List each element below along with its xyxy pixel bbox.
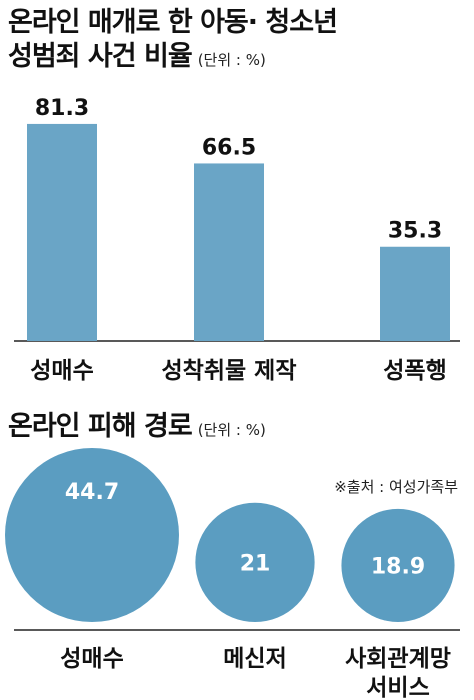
bar-chart-unit: (단위 : %) bbox=[197, 51, 266, 69]
bubble-value-label-2: 21 bbox=[240, 551, 271, 576]
bubble-category-label-2-1: 메신저 bbox=[223, 646, 286, 672]
bubble-chart-title-text: 온라인 피해 경로 bbox=[8, 411, 193, 442]
source-note: ※출처 : 여성가족부 bbox=[334, 478, 458, 496]
bar-value-label-2: 66.5 bbox=[202, 135, 256, 160]
bubble-value-label-1: 44.7 bbox=[65, 480, 119, 505]
bar-category-label-1: 성매수 bbox=[30, 358, 93, 384]
bar-2 bbox=[194, 163, 264, 341]
bubble-category-label-1-1: 성매수 bbox=[60, 646, 123, 672]
bar-chart-title: 온라인 매개로 한 아동· 청소년 성범죄 사건 비율 (단위 : %) bbox=[8, 6, 338, 77]
bar-category-label-2: 성착취물 제작 bbox=[162, 358, 297, 384]
bubble-3 bbox=[341, 508, 455, 622]
bubble-chart-unit: (단위 : %) bbox=[197, 421, 266, 439]
bar-category-label-3: 성폭행 bbox=[383, 358, 446, 384]
bar-chart: 81.3 성매수 66.5 성착취물 제작 35.3 성폭행 bbox=[14, 96, 460, 384]
bubble-value-label-3: 18.9 bbox=[371, 554, 425, 579]
bubble-2 bbox=[195, 502, 315, 622]
bubble-1 bbox=[5, 448, 179, 622]
bar-1 bbox=[27, 123, 97, 341]
bar-value-label-1: 81.3 bbox=[35, 96, 89, 121]
bar-value-label-3: 35.3 bbox=[388, 219, 442, 244]
bubble-category-label-3-1: 사회관계망 bbox=[345, 646, 451, 672]
bubble-chart-title: 온라인 피해 경로 (단위 : %) bbox=[8, 410, 266, 447]
bubble-category-label-3-2: 서비스 bbox=[366, 675, 429, 700]
bar-3 bbox=[380, 246, 450, 341]
bar-chart-title-line-2: 성범죄 사건 비율 bbox=[8, 41, 193, 72]
bar-chart-title-line-1: 온라인 매개로 한 아동· 청소년 bbox=[8, 7, 338, 38]
